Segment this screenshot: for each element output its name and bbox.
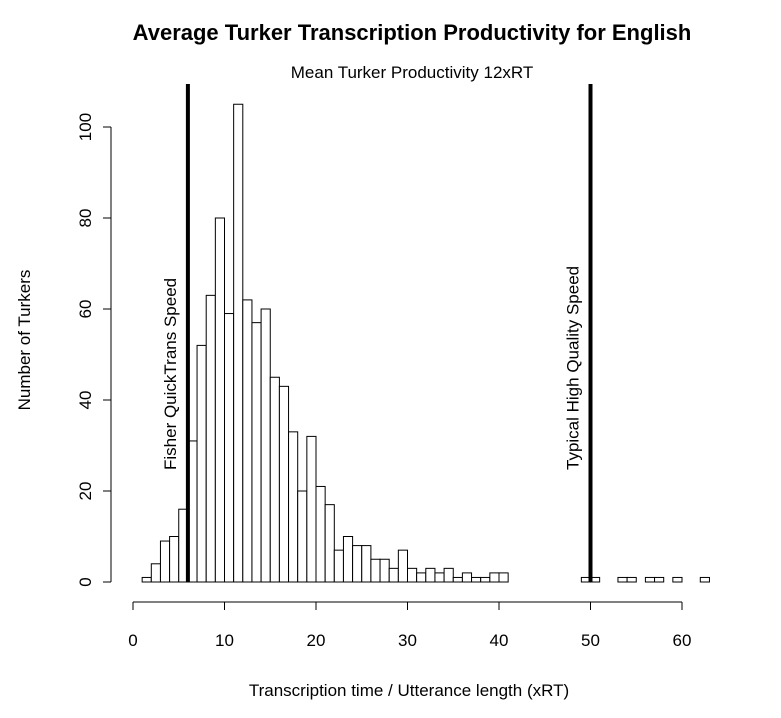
- x-tick-label: 0: [128, 631, 137, 650]
- histogram-bar: [379, 558, 390, 583]
- histogram-bar: [397, 549, 409, 583]
- histogram-bar: [159, 540, 171, 583]
- histogram-bar: [269, 376, 280, 583]
- histogram-bar: [150, 563, 161, 583]
- histogram-bar: [169, 536, 180, 583]
- histogram-bar: [699, 576, 710, 583]
- histogram-bar: [370, 558, 381, 583]
- histogram-bar: [141, 576, 152, 583]
- histogram-bar: [205, 294, 216, 583]
- y-tick-label: 60: [76, 300, 95, 319]
- histogram-bar: [352, 545, 363, 583]
- histogram-bar: [452, 576, 463, 583]
- reference-line-label: Fisher QuickTrans Speed: [161, 278, 180, 470]
- chart-subtitle: Mean Turker Productivity 12xRT: [291, 63, 534, 82]
- histogram-bar: [480, 576, 491, 583]
- y-axis: 0 20 40 60 80 100: [76, 113, 112, 587]
- histogram-bar: [233, 103, 244, 583]
- y-tick-label: 100: [76, 113, 95, 141]
- x-tick-label: 40: [490, 631, 509, 650]
- y-tick-label: 40: [76, 391, 95, 410]
- histogram-bar: [498, 572, 509, 583]
- histogram-bar: [434, 572, 445, 583]
- histogram-bar: [224, 313, 235, 583]
- x-axis: 0 10 20 30 40 50 60: [128, 601, 692, 650]
- y-tick-label: 20: [76, 482, 95, 501]
- y-tick-label: 0: [76, 577, 95, 586]
- x-tick-label: 50: [581, 631, 600, 650]
- x-tick-label: 20: [307, 631, 326, 650]
- histogram-bar: [443, 567, 454, 583]
- x-axis-label: Transcription time / Utterance length (x…: [249, 681, 569, 700]
- histogram-bar: [654, 576, 665, 583]
- histogram-bar: [407, 567, 418, 583]
- histogram-bar: [416, 572, 427, 583]
- histogram-bar: [617, 576, 628, 583]
- histogram-bar: [315, 485, 326, 583]
- reference-line-label: Typical High Quality Speed: [564, 266, 583, 470]
- histogram-bar: [672, 576, 683, 583]
- histogram-bar: [388, 567, 399, 583]
- x-tick-label: 30: [398, 631, 417, 650]
- histogram-bar: [333, 549, 344, 583]
- chart-title: Average Turker Transcription Productivit…: [133, 20, 692, 45]
- histogram-bar: [461, 572, 473, 583]
- y-tick-label: 80: [76, 209, 95, 228]
- histogram-bar: [644, 576, 656, 583]
- x-tick-label: 60: [673, 631, 692, 650]
- y-axis-label: Number of Turkers: [15, 270, 34, 411]
- histogram-bar: [260, 308, 271, 583]
- x-tick-label: 10: [215, 631, 234, 650]
- histogram-bar: [626, 576, 637, 583]
- histogram-bar: [297, 490, 308, 583]
- histogram-bar: [214, 217, 226, 583]
- histogram-bar: [278, 385, 290, 583]
- histogram-bar: [425, 567, 436, 583]
- histogram-bar: [489, 572, 500, 583]
- histogram-bar: [324, 504, 335, 583]
- histogram-bar: [196, 344, 207, 583]
- histogram-bar: [306, 435, 317, 583]
- histogram-bar: [471, 576, 482, 583]
- histogram-bars: [141, 103, 710, 583]
- histogram-bar: [342, 536, 354, 583]
- reference-lines: Fisher QuickTrans Speed Typical High Qual…: [161, 84, 593, 582]
- histogram-bar: [361, 545, 372, 583]
- histogram-bar: [288, 431, 299, 583]
- histogram-bar: [242, 299, 253, 583]
- histogram-bar: [251, 322, 262, 583]
